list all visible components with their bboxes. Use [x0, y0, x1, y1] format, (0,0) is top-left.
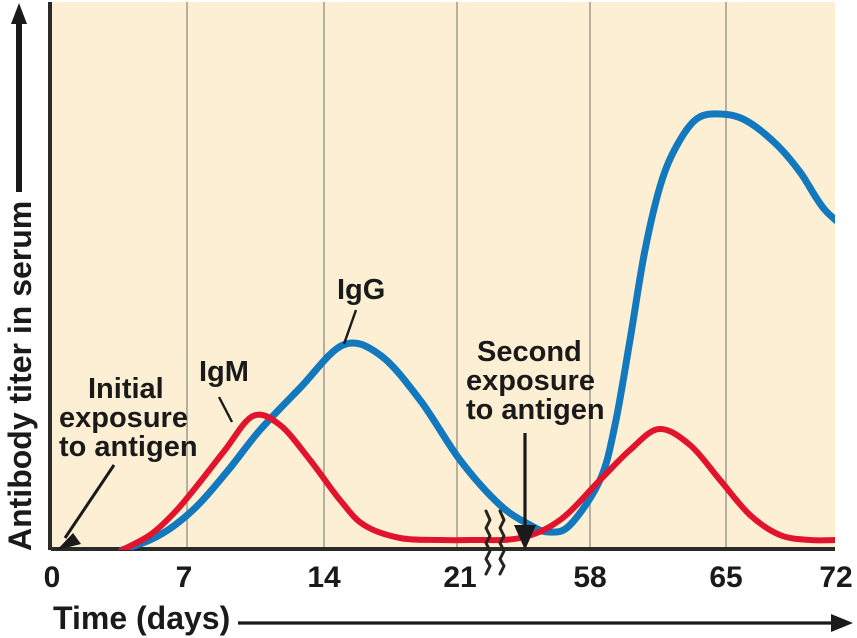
- svg-text:Initial: Initial: [88, 373, 164, 405]
- svg-text:72: 72: [819, 561, 852, 594]
- svg-text:IgG: IgG: [337, 274, 385, 306]
- svg-text:7: 7: [176, 561, 193, 594]
- svg-text:Antibody titer in serum: Antibody titer in serum: [2, 201, 38, 551]
- svg-text:exposure: exposure: [59, 402, 188, 434]
- svg-text:Time (days): Time (days): [53, 600, 230, 636]
- svg-text:Second: Second: [477, 336, 582, 368]
- svg-text:exposure: exposure: [466, 365, 595, 397]
- svg-text:58: 58: [573, 561, 606, 594]
- svg-text:21: 21: [443, 561, 476, 594]
- svg-text:65: 65: [709, 561, 742, 594]
- svg-text:to antigen: to antigen: [59, 431, 198, 463]
- svg-text:14: 14: [307, 561, 341, 594]
- svg-text:IgM: IgM: [199, 356, 249, 388]
- svg-text:0: 0: [44, 561, 61, 594]
- svg-text:to antigen: to antigen: [466, 394, 605, 426]
